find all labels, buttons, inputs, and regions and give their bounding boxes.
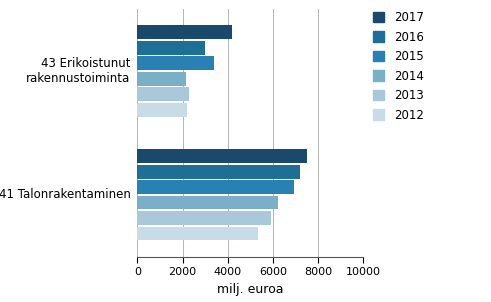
Bar bbox=[137, 165, 300, 178]
Bar bbox=[137, 87, 190, 101]
Bar bbox=[137, 149, 307, 163]
Bar bbox=[137, 41, 205, 55]
X-axis label: milj. euroa: milj. euroa bbox=[217, 283, 284, 296]
Bar bbox=[137, 72, 186, 86]
Bar bbox=[137, 180, 295, 194]
Bar bbox=[137, 56, 214, 70]
Bar bbox=[137, 226, 258, 240]
Legend: 2017, 2016, 2015, 2014, 2013, 2012: 2017, 2016, 2015, 2014, 2013, 2012 bbox=[372, 10, 425, 123]
Bar bbox=[137, 211, 271, 225]
Bar bbox=[137, 103, 187, 117]
Bar bbox=[137, 196, 277, 210]
Bar bbox=[137, 25, 232, 39]
